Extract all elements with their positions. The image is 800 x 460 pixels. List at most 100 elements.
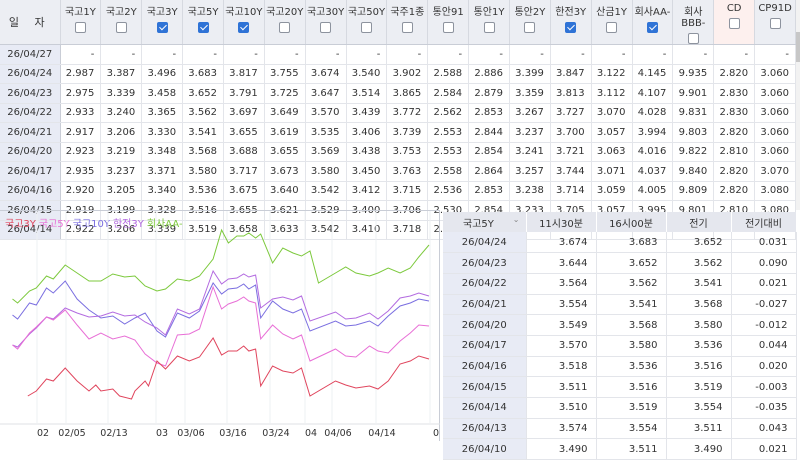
value-1130: 3.549: [526, 314, 597, 336]
series-checkbox[interactable]: [320, 22, 332, 33]
series-checkbox[interactable]: [442, 22, 454, 33]
series-checkbox[interactable]: [565, 22, 577, 33]
vertical-scrollbar[interactable]: [796, 0, 800, 210]
x-tick-label: 04/06: [324, 428, 352, 439]
rate-cell: -: [346, 44, 388, 65]
rate-cell: 3.514: [346, 83, 388, 104]
table-row[interactable]: 26/04/23 2.975 3.339 3.458 3.652 3.791 3.725 3.…: [0, 83, 796, 104]
table-row[interactable]: 26/04/17 2.935 3.237 3.371 3.580 3.717 3.673 3.…: [0, 161, 796, 182]
rate-cell: 2.584: [427, 83, 470, 104]
rate-cell: 3.387: [100, 64, 143, 84]
rate-cell: 2.820: [713, 64, 756, 84]
x-tick-label: 04/14: [368, 428, 396, 439]
rate-cell: 3.206: [100, 122, 143, 143]
series-checkbox[interactable]: [728, 18, 740, 29]
row-date: 26/04/17: [443, 335, 527, 357]
table-row[interactable]: 26/04/16 2.920 3.205 3.340 3.536 3.675 3.640 3.…: [0, 181, 796, 201]
series-checkbox[interactable]: [524, 22, 536, 33]
value-1130: 3.574: [526, 418, 597, 440]
rate-cell: -: [632, 44, 674, 65]
rate-cell: 4.107: [632, 83, 674, 104]
table-row[interactable]: 26/04/21 3.554 3.541 3.568 -0.027: [443, 294, 797, 316]
row-date: 26/04/17: [0, 161, 61, 182]
rate-cell: 3.399: [509, 64, 551, 84]
table-row[interactable]: 26/04/20 2.923 3.219 3.348 3.568 3.688 3.655 3.…: [0, 142, 796, 162]
column-header: 통안91: [427, 0, 470, 45]
series-checkbox[interactable]: [483, 22, 495, 33]
series-checkbox[interactable]: [687, 33, 699, 44]
column-label: 통안2Y: [514, 7, 546, 18]
rate-cell: -: [591, 44, 633, 65]
table-row[interactable]: 26/04/24 2.987 3.387 3.496 3.683 3.817 3.755 3.…: [0, 64, 796, 84]
table-row[interactable]: 26/04/21 2.917 3.206 3.330 3.541 3.655 3.619 3.…: [0, 122, 796, 143]
value-1600: 3.652: [596, 252, 667, 274]
table-row[interactable]: 26/04/20 3.549 3.568 3.580 -0.012: [443, 314, 797, 336]
value-1130: 3.674: [526, 232, 597, 254]
rate-cell: -: [60, 44, 102, 65]
rate-cell: 3.059: [591, 181, 633, 201]
x-tick-label: 0: [432, 428, 440, 439]
rate-cell: 2.922: [60, 220, 102, 240]
series-checkbox[interactable]: [197, 22, 209, 33]
row-date: 26/04/27: [0, 44, 61, 65]
column-header: 회사BBB-: [672, 0, 715, 45]
column-label: 한전3Y: [555, 7, 587, 18]
table-row[interactable]: 26/04/22 2.933 3.240 3.365 3.562 3.697 3.649 3.…: [0, 103, 796, 123]
legend-item: 한전3Y: [112, 219, 144, 230]
bond-selector-dropdown[interactable]: 국고5Y ⌄: [443, 212, 527, 232]
rate-cell: 3.206: [100, 220, 143, 240]
rate-cell: 3.721: [550, 142, 592, 162]
scrollbar-thumb[interactable]: [796, 32, 800, 62]
rate-cell: 3.365: [141, 103, 184, 123]
rate-cell: 3.697: [223, 103, 265, 123]
value-1130: 3.570: [526, 335, 597, 357]
table-row[interactable]: 26/04/24 3.674 3.683 3.652 0.031: [443, 232, 797, 254]
row-date: 26/04/20: [443, 314, 527, 336]
table-row[interactable]: 26/04/17 3.570 3.580 3.536 0.044: [443, 335, 797, 357]
rate-cell: 9.822: [672, 142, 715, 162]
series-checkbox[interactable]: [401, 22, 413, 33]
column-header: 국주1종: [386, 0, 429, 45]
rate-cell: 3.658: [223, 220, 265, 240]
value-prev: 3.562: [666, 252, 732, 274]
rate-cell: 3.219: [100, 142, 143, 162]
series-checkbox[interactable]: [115, 22, 127, 33]
x-tick-label: 03: [155, 428, 169, 439]
legend-item: 국고10Y: [72, 219, 110, 230]
series-checkbox[interactable]: [279, 22, 291, 33]
series-checkbox[interactable]: [606, 22, 618, 33]
rate-cell: 3.237: [509, 122, 551, 143]
row-date: 26/04/10: [443, 438, 527, 460]
rate-cell: 3.715: [386, 181, 429, 201]
rate-cell: 3.450: [346, 161, 388, 182]
series-checkbox[interactable]: [238, 22, 250, 33]
rate-cell: 3.060: [754, 64, 796, 84]
row-date: 26/04/23: [443, 252, 527, 274]
table-row[interactable]: 26/04/27- - - - - - - - - - - - - - - - - -: [0, 44, 796, 65]
rate-cell: 4.016: [632, 142, 674, 162]
rate-cell: 3.257: [509, 161, 551, 182]
value-prev: 3.554: [666, 397, 732, 419]
series-checkbox[interactable]: [646, 22, 658, 33]
rate-cell: 2.864: [468, 161, 510, 182]
table-row[interactable]: 26/04/22 3.564 3.562 3.541 0.021: [443, 273, 797, 295]
rate-cell: 4.037: [632, 161, 674, 182]
series-checkbox[interactable]: [360, 22, 372, 33]
rate-cell: 3.791: [223, 83, 265, 104]
table-row[interactable]: 26/04/13 3.574 3.554 3.511 0.043: [443, 418, 797, 440]
table-row[interactable]: 26/04/14 3.510 3.519 3.554 -0.035: [443, 397, 797, 419]
series-line: [27, 337, 430, 400]
column-header: 통안2Y: [509, 0, 551, 45]
series-checkbox[interactable]: [74, 22, 86, 33]
series-checkbox[interactable]: [769, 18, 781, 29]
table-row[interactable]: 26/04/23 3.644 3.652 3.562 0.090: [443, 252, 797, 274]
series-checkbox[interactable]: [156, 22, 168, 33]
table-row[interactable]: 26/04/16 3.518 3.536 3.516 0.020: [443, 356, 797, 378]
table-row[interactable]: 26/04/15 3.511 3.516 3.519 -0.003: [443, 376, 797, 398]
table-row[interactable]: 26/04/10 3.490 3.511 3.490 0.021: [443, 438, 797, 460]
value-diff: 0.090: [731, 252, 797, 274]
rate-cell: 3.241: [509, 142, 551, 162]
value-diff: -0.012: [731, 314, 797, 336]
row-date: 26/04/13: [443, 418, 527, 440]
value-1600: 3.519: [596, 397, 667, 419]
